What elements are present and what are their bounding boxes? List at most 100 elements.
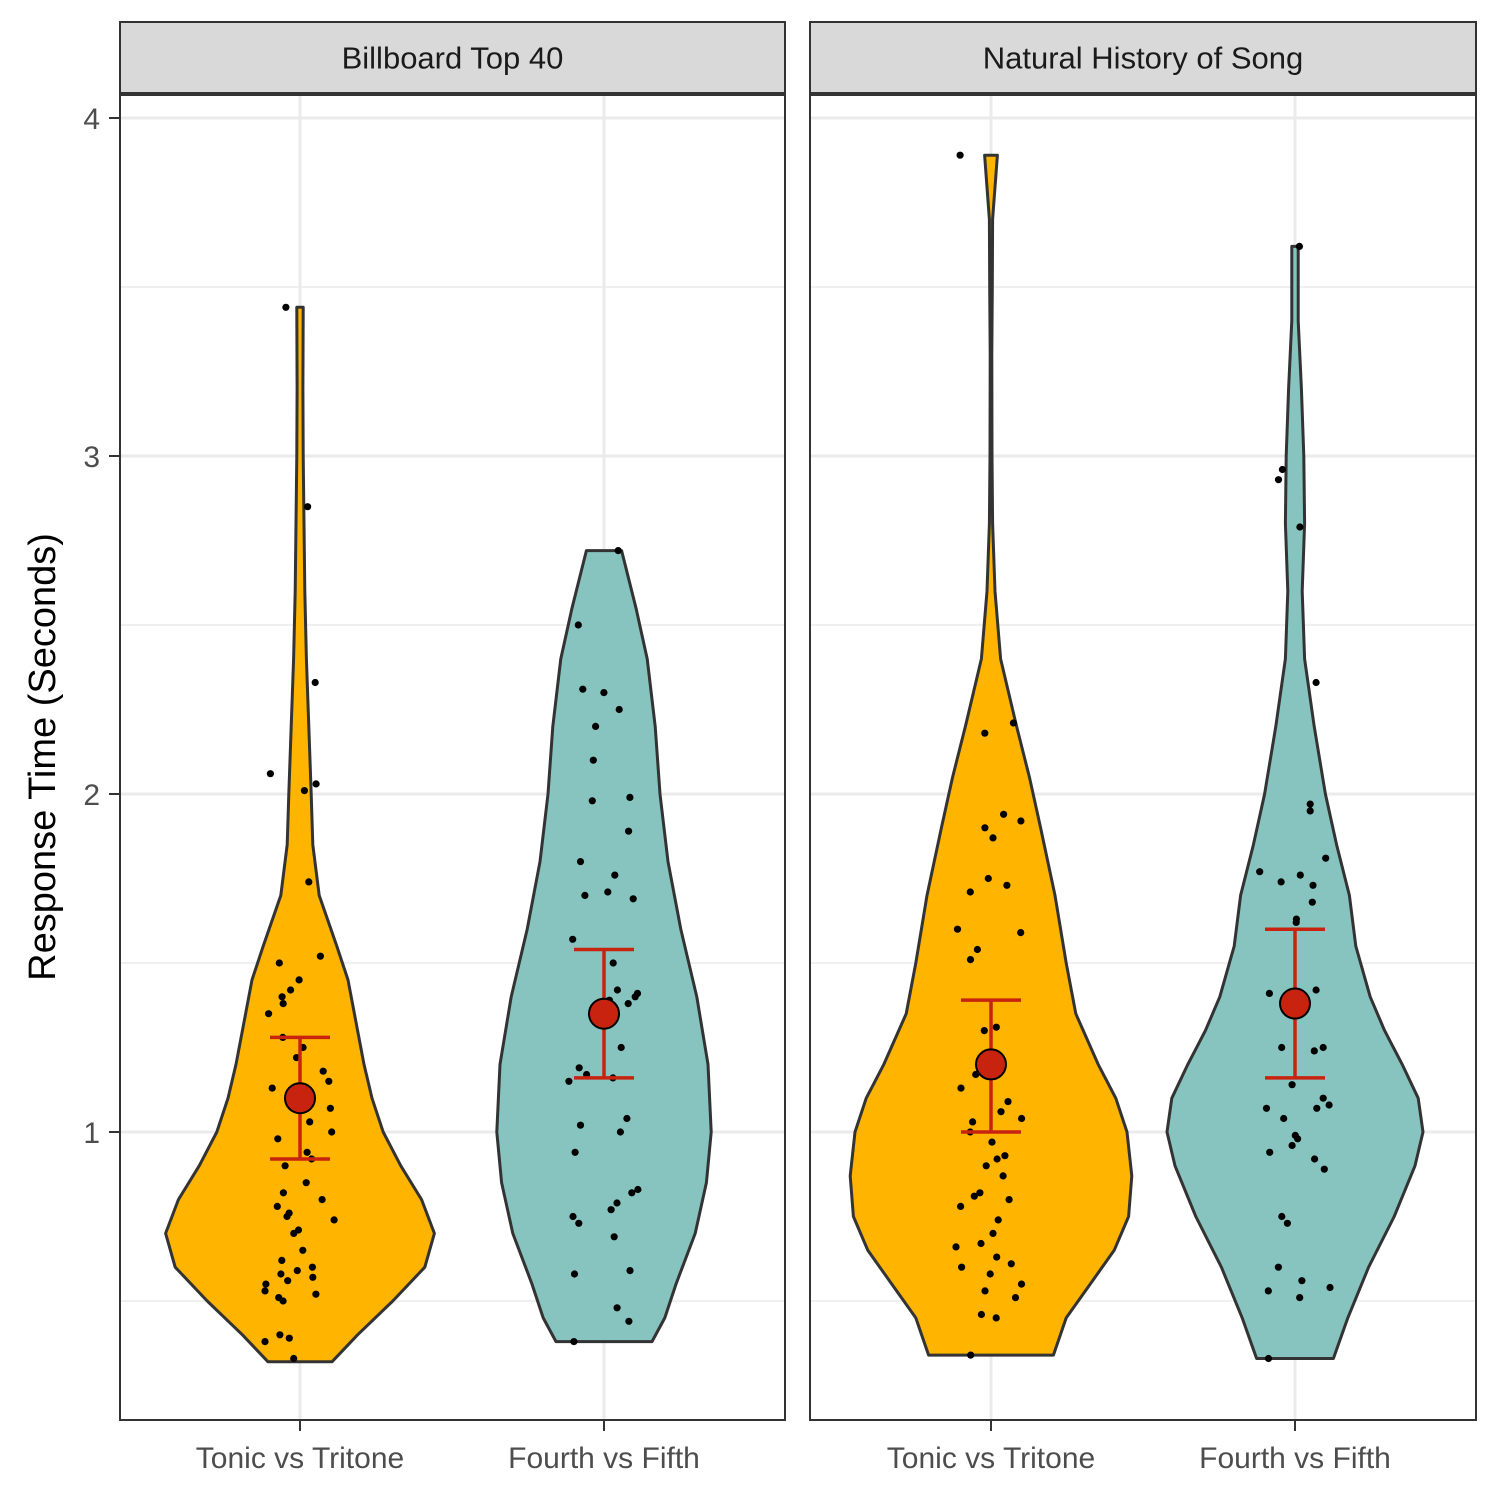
data-point <box>1000 810 1008 818</box>
data-point <box>613 986 622 994</box>
data-point <box>1264 1354 1273 1363</box>
data-point <box>279 1000 287 1008</box>
data-point <box>312 1290 320 1298</box>
data-point <box>304 503 312 511</box>
data-point <box>588 797 596 805</box>
data-point <box>1009 719 1018 727</box>
data-point <box>989 834 997 842</box>
facet-strip <box>119 21 786 94</box>
data-point <box>628 1189 636 1197</box>
data-point <box>1291 1131 1299 1139</box>
y-axis-title: Response Time (Seconds) <box>22 533 64 981</box>
data-point <box>993 1253 1001 1261</box>
data-point <box>613 1304 621 1312</box>
panel-border <box>809 94 1477 1421</box>
data-point <box>952 1243 960 1251</box>
data-point <box>1306 800 1314 808</box>
data-point <box>1306 807 1314 815</box>
data-point <box>989 1229 997 1237</box>
data-point <box>992 1314 1000 1322</box>
violin-fourth-vs-fifth <box>1165 244 1425 1360</box>
data-point <box>305 878 313 886</box>
data-point <box>980 1027 988 1035</box>
y-tick-label: 2 <box>83 779 100 812</box>
data-point <box>1262 1104 1271 1112</box>
data-point <box>977 1239 985 1248</box>
data-point <box>319 1067 327 1075</box>
data-point <box>611 871 619 879</box>
data-point <box>1017 929 1025 937</box>
data-point <box>279 1189 287 1197</box>
data-point <box>988 1138 996 1146</box>
data-point <box>609 959 617 967</box>
data-point <box>592 722 600 731</box>
data-point <box>1325 1101 1333 1109</box>
data-point <box>992 1023 1000 1031</box>
data-point <box>295 976 303 984</box>
data-point <box>275 1294 283 1302</box>
data-point <box>617 1043 625 1052</box>
data-point <box>1274 476 1283 484</box>
data-point <box>994 1216 1002 1224</box>
data-point <box>1313 1104 1321 1112</box>
data-point <box>633 989 642 998</box>
data-point <box>285 1209 293 1217</box>
data-point <box>575 1219 583 1227</box>
data-point <box>1003 881 1011 889</box>
data-point <box>629 895 637 903</box>
panel-border <box>119 94 786 1421</box>
data-point <box>574 621 582 629</box>
data-point <box>278 1256 286 1264</box>
data-point <box>565 1077 573 1085</box>
data-point <box>624 1000 632 1008</box>
data-point <box>285 1334 293 1342</box>
violin-tonic-vs-tritone <box>164 305 436 1364</box>
violin-fourth-vs-fifth <box>495 549 713 1344</box>
data-point <box>981 824 989 832</box>
data-point <box>278 993 286 1001</box>
data-point <box>1280 1114 1288 1123</box>
data-point <box>981 1287 989 1295</box>
data-point <box>300 787 308 795</box>
y-tick-label: 3 <box>83 441 100 474</box>
data-point <box>634 1185 642 1194</box>
facet-strip <box>809 21 1477 94</box>
data-point <box>1292 915 1300 923</box>
data-point <box>275 959 283 967</box>
data-point <box>581 891 589 900</box>
x-tick-label: Fourth vs Fifth <box>508 1442 700 1475</box>
data-point <box>1288 1081 1296 1089</box>
data-point <box>970 1192 978 1200</box>
data-point <box>1326 1283 1334 1292</box>
x-tick-label: Fourth vs Fifth <box>1199 1442 1391 1475</box>
data-point <box>1309 881 1317 889</box>
data-point <box>614 547 622 555</box>
data-point <box>600 689 608 697</box>
x-tick-label: Tonic vs Tritone <box>887 1442 1095 1475</box>
data-point <box>1264 1287 1272 1295</box>
data-point <box>1296 1294 1304 1302</box>
data-point <box>303 1148 311 1156</box>
data-point <box>575 1064 583 1072</box>
data-point <box>981 729 989 737</box>
data-point <box>956 151 964 159</box>
data-point <box>266 770 274 778</box>
data-point <box>1322 854 1330 862</box>
data-point <box>615 705 623 714</box>
data-point <box>330 1216 338 1224</box>
mean-point <box>975 1048 1007 1081</box>
data-point <box>302 1179 310 1187</box>
data-point <box>986 1270 994 1278</box>
data-point <box>1017 1280 1026 1288</box>
data-point <box>607 1206 615 1214</box>
data-point <box>982 1162 990 1170</box>
data-point <box>610 1233 618 1241</box>
data-point <box>1296 871 1304 879</box>
data-point <box>604 888 612 896</box>
data-point <box>308 1263 316 1271</box>
data-point <box>953 925 962 933</box>
data-point <box>976 1189 984 1197</box>
data-point <box>957 1202 965 1210</box>
data-point <box>625 1317 633 1325</box>
